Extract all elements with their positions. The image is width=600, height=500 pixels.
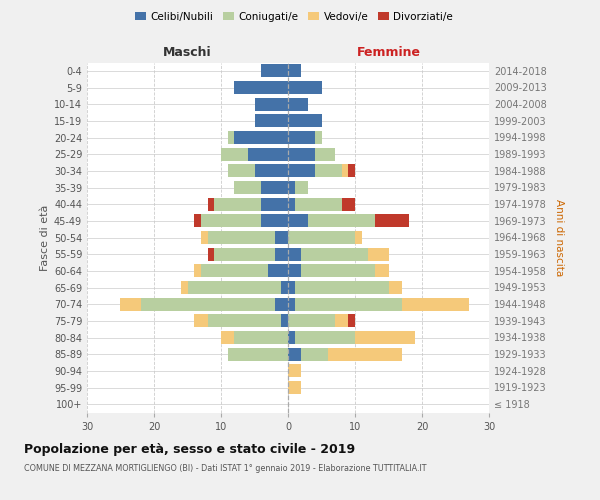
Bar [341,164,349,177]
Bar [349,164,355,177]
Y-axis label: Anni di nascita: Anni di nascita [554,199,563,276]
Bar [281,281,288,294]
Bar [228,348,288,360]
Bar [254,164,288,177]
Bar [194,264,201,278]
Bar [368,248,389,260]
Bar [288,331,295,344]
Bar [208,248,214,260]
Bar [140,298,275,310]
Bar [288,181,295,194]
Bar [201,264,268,278]
Bar [288,214,308,228]
Bar [121,298,140,310]
Bar [301,264,375,278]
Bar [355,231,362,244]
Bar [375,264,389,278]
Text: Maschi: Maschi [163,46,212,59]
Bar [315,148,335,160]
Text: COMUNE DI MEZZANA MORTIGLIENGO (BI) - Dati ISTAT 1° gennaio 2019 - Elaborazione : COMUNE DI MEZZANA MORTIGLIENGO (BI) - Da… [24,464,427,473]
Bar [288,314,335,328]
Bar [295,331,355,344]
Bar [275,298,288,310]
Bar [261,181,288,194]
Bar [355,331,415,344]
Bar [288,198,295,210]
Bar [335,314,349,328]
Bar [228,131,235,144]
Bar [288,131,315,144]
Bar [328,348,402,360]
Bar [275,231,288,244]
Bar [235,131,288,144]
Y-axis label: Fasce di età: Fasce di età [40,204,50,270]
Bar [248,148,288,160]
Bar [208,198,214,210]
Text: Popolazione per età, sesso e stato civile - 2019: Popolazione per età, sesso e stato civil… [24,442,355,456]
Bar [288,64,301,78]
Bar [288,248,301,260]
Bar [288,148,315,160]
Bar [201,214,261,228]
Bar [235,331,288,344]
Bar [301,248,368,260]
Text: Femmine: Femmine [356,46,421,59]
Bar [288,264,301,278]
Bar [402,298,469,310]
Bar [308,214,375,228]
Bar [288,81,322,94]
Bar [288,348,301,360]
Bar [201,231,208,244]
Bar [295,298,402,310]
Bar [254,114,288,128]
Bar [301,348,328,360]
Bar [295,181,308,194]
Bar [315,164,341,177]
Bar [288,381,301,394]
Bar [254,98,288,110]
Bar [288,98,308,110]
Bar [221,331,235,344]
Bar [288,114,322,128]
Bar [194,314,208,328]
Bar [288,164,315,177]
Bar [288,281,295,294]
Bar [288,298,295,310]
Bar [389,281,402,294]
Bar [261,214,288,228]
Bar [295,281,389,294]
Bar [235,81,288,94]
Bar [375,214,409,228]
Bar [261,198,288,210]
Bar [214,198,261,210]
Bar [275,248,288,260]
Bar [194,214,201,228]
Bar [261,64,288,78]
Bar [349,314,355,328]
Bar [181,281,188,294]
Bar [208,314,281,328]
Bar [228,164,254,177]
Bar [214,248,275,260]
Bar [288,364,301,378]
Bar [315,131,322,144]
Bar [288,231,355,244]
Bar [208,231,275,244]
Bar [221,148,248,160]
Bar [295,198,341,210]
Legend: Celibi/Nubili, Coniugati/e, Vedovi/e, Divorziati/e: Celibi/Nubili, Coniugati/e, Vedovi/e, Di… [131,8,457,26]
Bar [188,281,281,294]
Bar [281,314,288,328]
Bar [235,181,261,194]
Bar [268,264,288,278]
Bar [341,198,355,210]
